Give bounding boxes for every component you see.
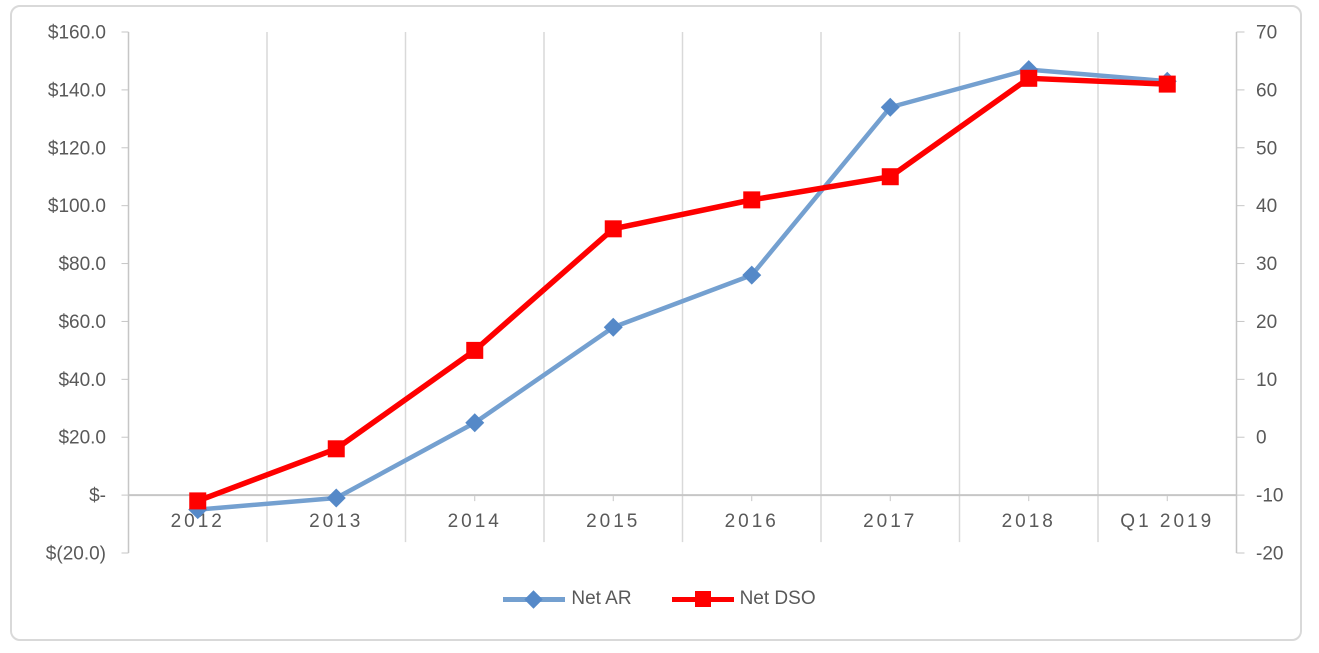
- net-ar-diamond-marker: [880, 97, 900, 117]
- right-axis-tick-label: -20: [1256, 544, 1283, 565]
- left-axis-tick-label: $-: [89, 486, 106, 507]
- right-axis-tick-label: 30: [1256, 254, 1277, 275]
- net-ar-diamond-marker-icon: [524, 590, 544, 609]
- net-dso-square-marker: [189, 492, 207, 510]
- x-axis-category-label: 2014: [448, 511, 502, 532]
- right-axis-tick-label: 60: [1256, 80, 1277, 101]
- legend-item-net-ar: Net AR: [503, 588, 632, 610]
- legend-label-net-dso: Net DSO: [739, 588, 816, 609]
- left-axis-tick-label: $80.0: [58, 254, 106, 275]
- left-axis-tick-label: $120.0: [48, 138, 106, 159]
- net-dso-line: [195, 75, 1170, 504]
- left-axis-tick-label: $140.0: [48, 80, 106, 101]
- net-dso-square-marker: [743, 191, 761, 209]
- net-dso-square-marker: [1020, 69, 1038, 87]
- right-axis-tick-label: 50: [1256, 138, 1277, 159]
- chart-frame: [10, 5, 1302, 641]
- left-axis-tick-label: $20.0: [58, 428, 106, 449]
- chart-legend: Net AR Net DSO: [0, 588, 1319, 610]
- x-axis-category-label: 2017: [863, 511, 917, 532]
- x-axis-category-label: 2013: [309, 511, 363, 532]
- net-ar-diamond-marker: [326, 488, 346, 508]
- net-dso-square-marker: [604, 220, 622, 238]
- right-axis-tick-label: -10: [1256, 486, 1283, 507]
- x-axis-category-label: 2016: [725, 511, 779, 532]
- net-dso-square-marker-icon: [694, 591, 711, 607]
- net-dso-square-marker: [466, 341, 484, 359]
- left-axis-tick-label: $(20.0): [46, 544, 106, 565]
- left-axis-tick-label: $60.0: [58, 312, 106, 333]
- net-ar-diamond-marker: [742, 265, 762, 285]
- right-axis-tick-label: 70: [1256, 23, 1277, 44]
- net-ar-diamond-marker: [603, 317, 623, 337]
- net-ar-line: [195, 67, 1170, 512]
- x-axis-category-label: 2012: [171, 511, 225, 532]
- net-dso-square-marker: [1158, 75, 1176, 93]
- left-axis-tick-label: $100.0: [48, 196, 106, 217]
- net-dso-square-marker: [327, 440, 345, 458]
- x-axis-category-label: 2018: [1002, 511, 1056, 532]
- right-axis-tick-label: 0: [1256, 428, 1267, 449]
- right-axis-tick-label: 20: [1256, 312, 1277, 333]
- net-dso-square-marker: [881, 168, 899, 186]
- right-axis-tick-label: 40: [1256, 196, 1277, 217]
- x-axis-category-label: 2015: [586, 511, 640, 532]
- net-dso-legend-swatch: [671, 589, 734, 609]
- right-axis-tick-label: 10: [1256, 370, 1277, 391]
- legend-item-net-dso: Net DSO: [671, 588, 816, 610]
- legend-label-net-ar: Net AR: [571, 588, 632, 609]
- x-axis-category-label: Q1 2019: [1120, 511, 1214, 532]
- left-axis-tick-label: $40.0: [58, 370, 106, 391]
- net-ar-diamond-marker: [465, 413, 485, 433]
- left-axis-tick-label: $160.0: [48, 23, 106, 44]
- net-ar-legend-swatch: [503, 589, 566, 609]
